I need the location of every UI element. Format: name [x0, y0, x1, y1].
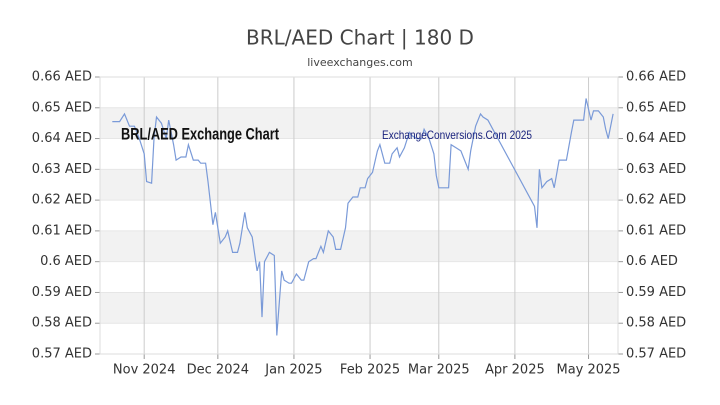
- y-tick-label: 0.66 AED: [32, 70, 92, 85]
- y-tick-label: 0.59 AED: [32, 285, 92, 300]
- y2-tick-label: 0.65 AED: [626, 100, 686, 115]
- x-tick-label: May 2025: [556, 363, 620, 378]
- y2-tick-label: 0.61 AED: [626, 223, 686, 238]
- y-tick-label: 0.58 AED: [32, 316, 92, 331]
- y2-tick-label: 0.62 AED: [626, 193, 686, 208]
- y-tick-label: 0.62 AED: [32, 193, 92, 208]
- grid-band: [100, 230, 618, 262]
- x-tick-label: Dec 2024: [187, 363, 249, 378]
- x-tick-label: Mar 2025: [408, 363, 470, 378]
- chart-title: BRL/AED Chart | 180 D: [246, 26, 474, 50]
- annotation: ExchangeConversions.Com 2025: [382, 128, 532, 142]
- y2-tick-label: 0.58 AED: [626, 316, 686, 331]
- y-tick-label: 0.61 AED: [32, 223, 92, 238]
- chart-subtitle: liveexchanges.com: [307, 56, 412, 69]
- y-tick-label: 0.64 AED: [32, 131, 92, 146]
- y2-tick-label: 0.6 AED: [626, 254, 678, 269]
- grid-band: [100, 107, 618, 139]
- y2-tick-label: 0.64 AED: [626, 131, 686, 146]
- data-line: [112, 98, 614, 336]
- y2-tick-label: 0.66 AED: [626, 70, 686, 85]
- y-tick-label: 0.6 AED: [40, 254, 92, 269]
- x-tick-label: Jan 2025: [264, 363, 322, 378]
- x-tick-label: Feb 2025: [340, 363, 400, 378]
- plot-frame: [99, 76, 619, 355]
- annotation: BRL/AED Exchange Chart: [121, 124, 279, 143]
- y-tick-label: 0.63 AED: [32, 162, 92, 177]
- y2-tick-label: 0.57 AED: [626, 347, 686, 362]
- y2-tick-label: 0.59 AED: [626, 285, 686, 300]
- x-tick-label: Apr 2025: [485, 363, 545, 378]
- grid-band: [100, 292, 618, 324]
- x-tick-label: Nov 2024: [113, 363, 176, 378]
- y-tick-label: 0.65 AED: [32, 100, 92, 115]
- y-tick-label: 0.57 AED: [32, 347, 92, 362]
- y2-tick-label: 0.63 AED: [626, 162, 686, 177]
- grid-band: [100, 169, 618, 201]
